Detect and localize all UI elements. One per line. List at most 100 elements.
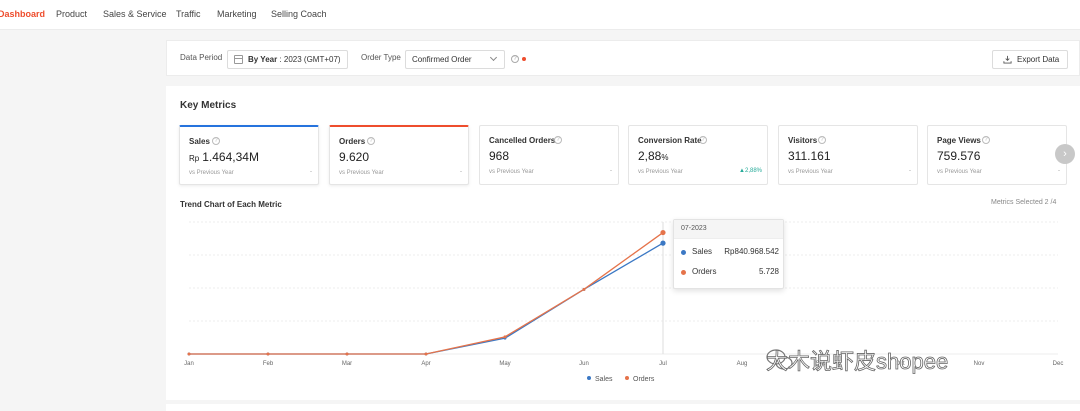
x-tick-label: Feb (263, 361, 274, 367)
order-type-value: Confirmed Order (412, 55, 472, 64)
order-type-select[interactable]: Confirmed Order (405, 50, 505, 69)
series-line-sales (189, 242, 664, 355)
metric-change-up: ▲2,88% (739, 168, 762, 174)
tooltip-row-orders: Orders 5.728 (681, 267, 779, 279)
data-point-orders (345, 352, 349, 356)
metric-vs-label: vs Previous Year (937, 169, 982, 175)
data-point-orders (503, 335, 507, 339)
legend-item-sales[interactable]: Sales (587, 376, 613, 383)
data-point-orders (266, 352, 270, 356)
bottom-card (166, 404, 1080, 411)
metric-change: - (460, 169, 462, 175)
help-icon[interactable]: ? (818, 136, 826, 144)
required-dot (522, 57, 526, 61)
data-point-orders (582, 287, 586, 291)
x-tick-label: Jul (659, 361, 667, 367)
chart-legend: Sales Orders (166, 376, 1080, 386)
legend-item-orders[interactable]: Orders (625, 376, 654, 383)
metric-value: 2,88% (638, 149, 669, 163)
metric-card-conversion-rate[interactable]: Conversion Rate ? 2,88% vs Previous Year… (628, 125, 768, 185)
trend-chart: Jan Feb Mar Apr May Jun Jul Aug Sep Oct Nov Dec (184, 221, 1064, 367)
tooltip-series-name: Orders (692, 267, 717, 276)
metrics-selected-count: Metrics Selected 2 /4 (991, 199, 1057, 206)
metric-change: - (310, 169, 312, 175)
help-icon[interactable]: ? (367, 137, 375, 145)
download-icon (1003, 55, 1012, 64)
nav-product[interactable]: Product (56, 9, 88, 19)
metric-change: - (1058, 168, 1060, 174)
tooltip-row-sales: Sales Rp840.968.542 (681, 247, 779, 259)
data-point-orders (187, 352, 191, 356)
tooltip-series-value: Rp840.968.542 (724, 247, 779, 256)
metric-label: Cancelled Orders (489, 136, 556, 145)
metric-value: 759.576 (937, 149, 981, 163)
key-metrics-card: Key Metrics Sales ? Rp 1.464,34M vs Previ… (166, 86, 1080, 400)
next-metrics-arrow-icon[interactable]: › (1055, 144, 1075, 164)
metric-label: Sales (189, 137, 210, 146)
help-icon[interactable]: ? (511, 55, 519, 63)
metric-value: 311.161 (788, 149, 831, 163)
chart-tooltip: 07-2023 Sales Rp840.968.542 Orders 5.728 (673, 219, 784, 289)
metric-card-visitors[interactable]: Visitors ? 311.161 vs Previous Year - (778, 125, 918, 185)
trend-chart-title: Trend Chart of Each Metric (180, 200, 282, 209)
chevron-down-icon (489, 53, 498, 62)
metric-label: Visitors (788, 136, 818, 145)
x-tick-label: Aug (737, 361, 748, 367)
help-icon[interactable]: ? (699, 136, 707, 144)
x-tick-label: Oct (895, 361, 905, 367)
x-tick-label: May (499, 361, 510, 367)
nav-dashboard[interactable]: Dashboard (0, 9, 46, 19)
key-metrics-title: Key Metrics (180, 100, 237, 111)
data-point-orders (424, 352, 428, 356)
metric-label: Page Views (937, 136, 981, 145)
metric-change: - (909, 168, 911, 174)
calendar-icon (234, 55, 243, 64)
top-nav: Dashboard Product Sales & Service Traffi… (0, 0, 1080, 30)
help-icon[interactable]: ? (554, 136, 562, 144)
x-tick-label: Dec (1053, 361, 1064, 367)
data-point-sales (660, 240, 666, 246)
tooltip-header: 07-2023 (674, 220, 783, 239)
sales-dot (681, 250, 686, 255)
period-value: By Year : 2023 (GMT+07) (248, 55, 341, 64)
nav-selling-coach[interactable]: Selling Coach (271, 9, 327, 19)
metric-change: - (610, 168, 612, 174)
metric-value: 968 (489, 149, 510, 163)
data-point-orders (660, 229, 666, 236)
help-icon[interactable]: ? (212, 137, 220, 145)
help-icon[interactable]: ? (982, 136, 990, 144)
metric-vs-label: vs Previous Year (788, 169, 833, 175)
metric-value: 9.620 (339, 150, 370, 164)
metric-value: Rp 1.464,34M (189, 150, 259, 164)
tooltip-series-name: Sales (692, 247, 713, 256)
metric-label: Orders (339, 137, 366, 146)
order-type-label: Order Type (361, 53, 401, 62)
metric-card-cancelled-orders[interactable]: Cancelled Orders ? 968 vs Previous Year … (479, 125, 619, 185)
export-label: Export Data (1017, 55, 1060, 64)
metric-card-page-views[interactable]: Page Views ? 759.576 vs Previous Year - (927, 125, 1067, 185)
data-period-picker[interactable]: By Year : 2023 (GMT+07) (227, 50, 348, 69)
metric-vs-label: vs Previous Year (189, 170, 234, 176)
tooltip-series-value: 5.728 (758, 267, 779, 276)
filter-bar: Data Period By Year : 2023 (GMT+07) Orde… (166, 40, 1080, 76)
export-data-button[interactable]: Export Data (992, 50, 1068, 69)
x-tick-label: Jun (579, 361, 589, 367)
x-tick-label: Apr (421, 361, 430, 367)
x-tick-label: Mar (342, 361, 352, 367)
metric-card-orders[interactable]: Orders ? 9.620 vs Previous Year - (329, 125, 469, 185)
nav-traffic[interactable]: Traffic (176, 9, 201, 19)
metric-vs-label: vs Previous Year (489, 169, 534, 175)
orders-dot (681, 270, 686, 275)
metric-vs-label: vs Previous Year (638, 169, 683, 175)
nav-sales-service[interactable]: Sales & Service (103, 9, 167, 19)
x-tick-label: Jan (184, 361, 194, 367)
x-tick-label: Nov (974, 361, 985, 367)
nav-marketing[interactable]: Marketing (217, 9, 257, 19)
metric-vs-label: vs Previous Year (339, 170, 384, 176)
x-tick-label: Sep (816, 361, 827, 367)
metric-card-sales[interactable]: Sales ? Rp 1.464,34M vs Previous Year - (179, 125, 319, 185)
series-line-orders (189, 232, 664, 355)
wechat-watermark-icon (766, 349, 793, 370)
metric-label: Conversion Rate (638, 136, 702, 145)
tooltip-date: 07-2023 (681, 225, 707, 232)
